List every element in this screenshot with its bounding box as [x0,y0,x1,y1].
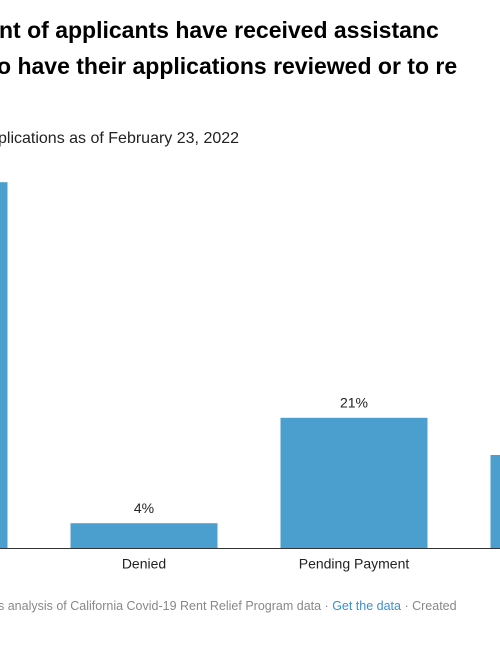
data-link[interactable]: Get the data [332,599,401,613]
bar [490,455,500,548]
value-label: 4% [134,500,154,516]
chart-title: nt of applicants have received assistanc [0,17,439,43]
bar [0,182,8,548]
bar [280,417,428,548]
chart-subtitle: plications as of February 23, 2022 [0,130,239,147]
footer: s analysis of California Covid-19 Rent R… [0,599,457,613]
source: s analysis of California Covid-19 Rent R… [0,599,332,613]
x-tick-label: Pending Payment [299,556,410,572]
x-tick-label: Denied [122,556,166,572]
chart-title: o have their applications reviewed or to… [0,53,457,79]
value-label: 21% [340,395,368,411]
bar [70,523,218,548]
created: · Created [401,599,457,613]
